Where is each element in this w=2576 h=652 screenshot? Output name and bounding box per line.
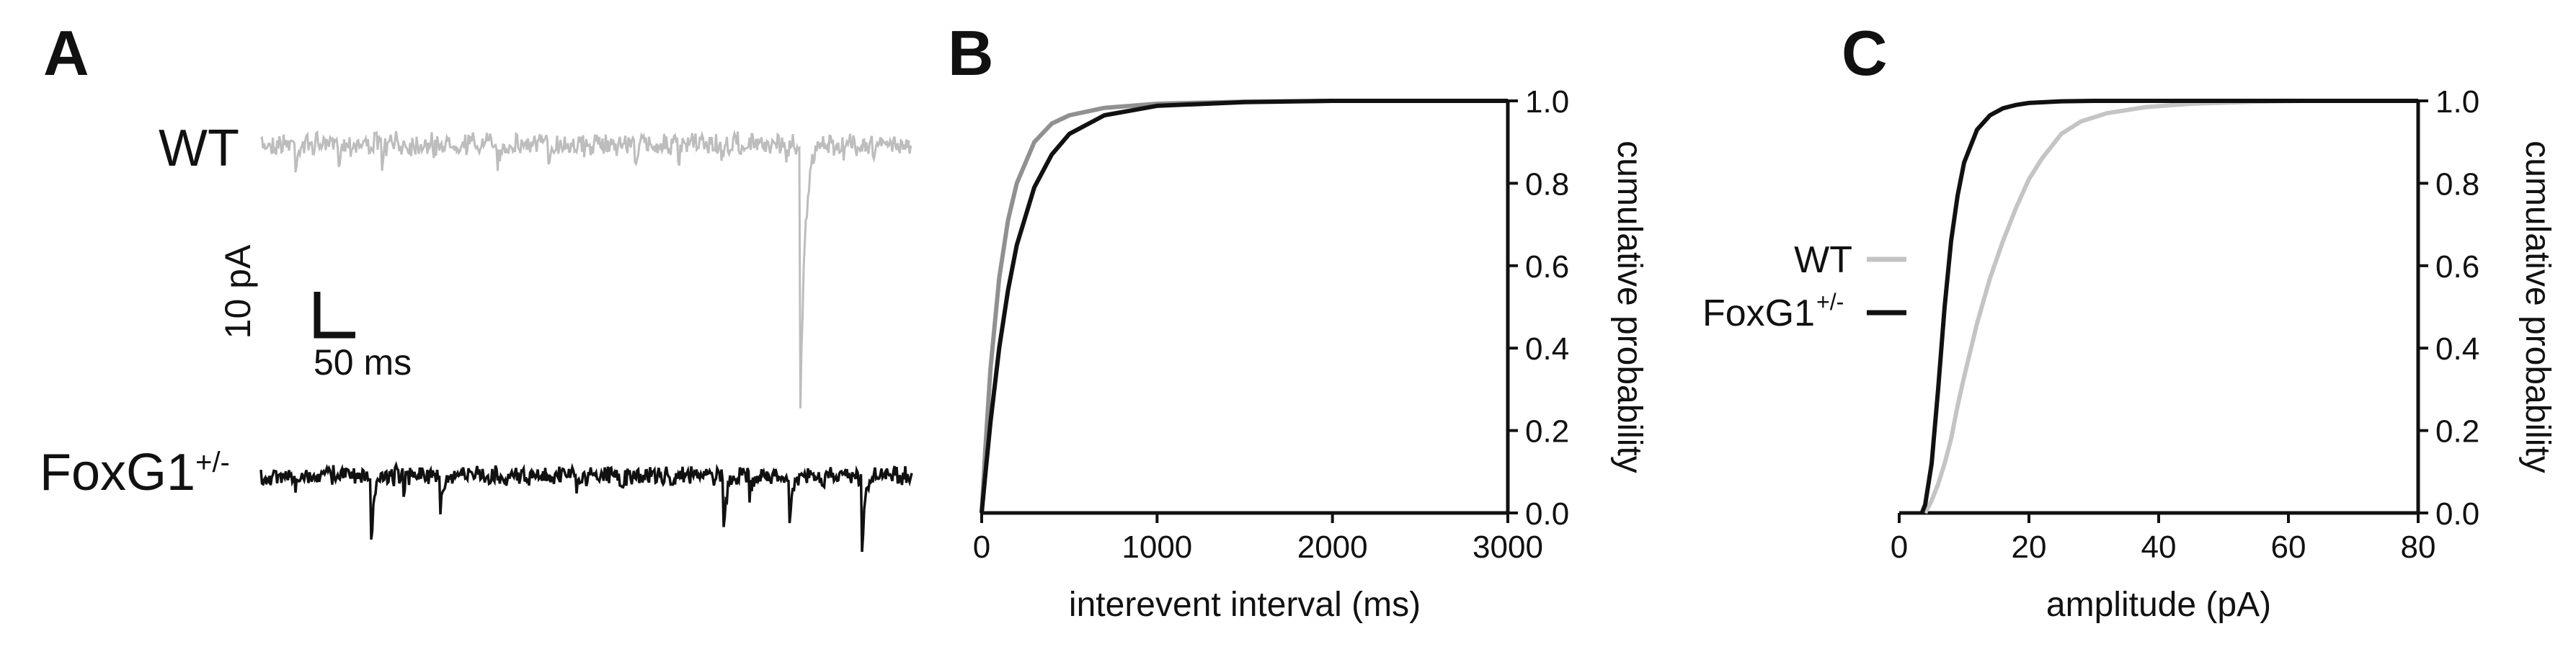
- panel-c-y-tick-label: 0.6: [2435, 249, 2479, 285]
- scale-bar-x-label: 50 ms: [314, 342, 412, 383]
- panel-b-letter: B: [948, 17, 994, 89]
- panel-c-y-tick-label: 0.4: [2435, 331, 2479, 367]
- scale-bar: [314, 292, 355, 339]
- panel-c-y-ticks: 0.0 0.2 0.4 0.6 0.8 1.0: [2418, 84, 2479, 532]
- panel-c-letter: C: [1842, 17, 1888, 89]
- panel-b-x-tick-label: 3000: [1473, 530, 1543, 565]
- panel-c-series-wt: [1923, 99, 2418, 514]
- panel-c-x-tick-label: 60: [2271, 530, 2306, 565]
- panel-b-y-tick-label: 0.0: [1525, 496, 1569, 532]
- panel-b-x-tick-label: 0: [973, 530, 990, 565]
- legend-foxg1-text: FoxG1: [1702, 292, 1815, 334]
- panel-c-x-tick-label: 40: [2141, 530, 2177, 565]
- panel-b-x-ticks: 0 1000 2000 3000: [973, 513, 1543, 565]
- panel-b-y-tick-label: 0.6: [1525, 249, 1569, 285]
- panel-b-y-tick-label: 0.8: [1525, 166, 1569, 202]
- legend-wt-label: WT: [1794, 239, 1852, 281]
- panel-c-y-axis-title: cumulative probability: [2518, 140, 2557, 473]
- panel-c-y-tick-label: 1.0: [2435, 84, 2479, 120]
- panel-b-y-axis-title: cumulative probability: [1610, 140, 1648, 473]
- panel-b-series-foxg1: [980, 99, 1508, 514]
- wt-trace: [259, 129, 912, 408]
- panel-c-x-tick-label: 0: [1891, 530, 1908, 565]
- panel-b-y-tick-label: 0.2: [1525, 414, 1569, 450]
- foxg1-trace: [259, 460, 913, 553]
- panel-b-series-wt: [980, 99, 1508, 514]
- panel-c-x-ticks: 0 20 40 60 80: [1891, 513, 2436, 565]
- panel-c-x-axis-title: amplitude (pA): [2046, 586, 2271, 624]
- legend-foxg1-label: FoxG1: [1702, 292, 1815, 334]
- panel-c-y-tick-label: 0.0: [2435, 496, 2479, 532]
- panel-c-chart: 0 20 40 60 80 0.0 0.2 0.4 0.6 0.8 1.0 amplitude (…: [1891, 84, 2557, 624]
- panel-a-letter: A: [43, 17, 89, 89]
- panel-b-y-tick-label: 1.0: [1525, 84, 1569, 120]
- panel-c-x-tick-label: 20: [2012, 530, 2047, 565]
- panel-b-x-tick-label: 2000: [1297, 530, 1368, 565]
- foxg1-trace-label-sup: +/-: [195, 447, 230, 478]
- wt-trace-label: WT: [159, 120, 239, 177]
- panel-b-chart: 0 1000 2000 3000 0.0 0.2 0.4 0.6 0.8 1.0 interev…: [973, 84, 1648, 624]
- panel-b-x-axis-title: interevent interval (ms): [1069, 586, 1421, 624]
- panel-b-series: [980, 99, 1508, 514]
- panel-a-traces: [259, 129, 913, 553]
- foxg1-trace-label: FoxG1+/-: [40, 447, 230, 499]
- panel-c-series: [1919, 99, 2418, 514]
- panel-b-y-tick-label: 0.4: [1525, 331, 1569, 367]
- panel-c-x-tick-label: 80: [2401, 530, 2436, 565]
- foxg1-trace-label-text: FoxG1: [40, 444, 196, 501]
- legend: WT FoxG1 +/-: [1702, 239, 1906, 334]
- panel-b-x-tick-label: 1000: [1122, 530, 1192, 565]
- panel-c-y-tick-label: 0.2: [2435, 414, 2479, 450]
- panel-c-y-tick-label: 0.8: [2435, 166, 2479, 202]
- panel-c-series-foxg1: [1919, 99, 2418, 514]
- legend-foxg1-sup: +/-: [1816, 289, 1844, 315]
- panel-b-y-ticks: 0.0 0.2 0.4 0.6 0.8 1.0: [1508, 84, 1569, 532]
